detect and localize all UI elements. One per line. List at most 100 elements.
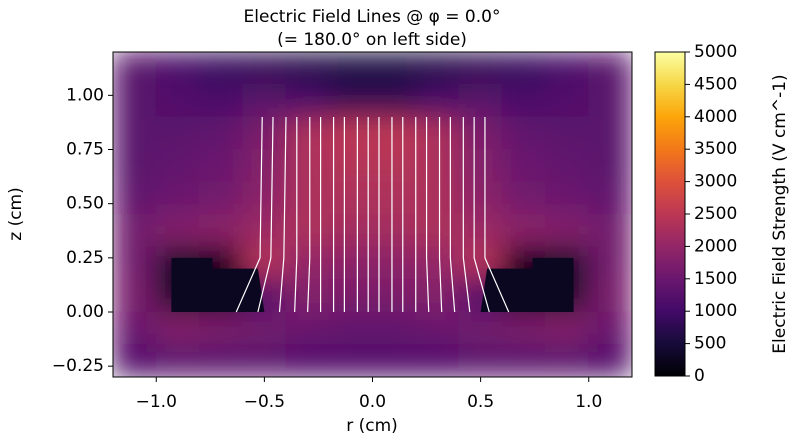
heat-cell: [501, 84, 546, 118]
x-tick-label: −1.0: [136, 392, 177, 412]
colorbar-tick-label: 3000: [694, 172, 737, 192]
x-axis-label: r (cm): [346, 416, 398, 436]
heat-cell: [242, 52, 287, 85]
field-line: [473, 117, 490, 313]
heat-cell: [328, 149, 373, 183]
heat-cell: [545, 181, 590, 215]
heat-cell: [285, 52, 330, 85]
electrode: [171, 257, 265, 312]
heat-cell: [113, 52, 157, 85]
y-tick-label: −0.25: [52, 356, 104, 376]
heat-cell: [588, 344, 632, 377]
heat-cell: [588, 279, 632, 313]
heat-cell: [199, 116, 244, 150]
heat-cell: [328, 279, 373, 313]
heat-cell: [328, 181, 373, 215]
heat-cell: [113, 84, 157, 118]
heat-cell: [458, 311, 503, 345]
heat-cell: [113, 214, 157, 248]
heat-cell: [113, 149, 157, 183]
heat-cell: [113, 344, 157, 377]
heat-cell: [328, 84, 373, 118]
heat-cell: [328, 52, 373, 85]
heat-cell: [501, 344, 546, 377]
heat-cell: [242, 311, 287, 345]
colorbar-tick-label: 2000: [694, 236, 737, 256]
field-line: [462, 117, 471, 313]
heat-cell: [113, 116, 157, 150]
heat-cell: [199, 344, 244, 377]
x-tick-label: −0.5: [244, 392, 285, 412]
heat-cell: [415, 344, 460, 377]
heat-cell: [328, 246, 373, 280]
colorbar-tick-label: 5000: [694, 42, 737, 62]
colorbar-tick-label: 1000: [694, 301, 737, 321]
heat-cell: [199, 311, 244, 345]
x-tick-label: 0.0: [359, 392, 386, 412]
heat-cells: [113, 52, 632, 377]
heat-cell: [501, 52, 546, 85]
heat-cell: [155, 311, 200, 345]
field-lines: [235, 116, 510, 313]
heat-cell: [588, 84, 632, 118]
heat-cell: [545, 311, 590, 345]
heat-cell: [501, 214, 546, 248]
heat-cell: [545, 116, 590, 150]
heat-cell: [458, 214, 503, 248]
heat-cell: [372, 311, 417, 345]
heat-cell: [415, 116, 460, 150]
colorbar-tick-label: 4500: [694, 74, 737, 94]
y-tick-label: 0.50: [66, 194, 104, 214]
heat-cell: [328, 116, 373, 150]
colorbar-tick-label: 4000: [694, 107, 737, 127]
heat-cell: [588, 214, 632, 248]
heat-cell: [545, 344, 590, 377]
electrodes: [171, 257, 574, 312]
heat-cell: [285, 149, 330, 183]
heat-cell: [113, 311, 157, 345]
y-tick-label: 1.00: [66, 85, 104, 105]
heat-cell: [113, 181, 157, 215]
field-line: [438, 117, 443, 313]
field-line: [449, 117, 456, 313]
chart-title: Electric Field Lines @ φ = 0.0°: [244, 7, 501, 27]
heat-cell: [155, 181, 200, 215]
heat-cell: [242, 181, 287, 215]
heat-cell: [588, 52, 632, 85]
field-line: [235, 116, 263, 313]
heat-cell: [113, 246, 157, 280]
x-tick-label: 0.5: [467, 392, 494, 412]
heat-cell: [242, 84, 287, 118]
heat-cell: [372, 52, 417, 85]
heatmap: [113, 52, 632, 377]
heat-cell: [501, 311, 546, 345]
heat-cell: [458, 344, 503, 377]
heat-cell: [285, 246, 330, 280]
heat-cell: [328, 344, 373, 377]
x-tick-label: 1.0: [575, 392, 602, 412]
heat-cell: [199, 84, 244, 118]
colorbar: [654, 51, 686, 377]
field-line: [425, 117, 430, 313]
heat-cell: [545, 52, 590, 85]
heat-cell: [155, 52, 200, 85]
heat-cell: [285, 84, 330, 118]
heat-cell: [415, 149, 460, 183]
heat-cell: [242, 116, 287, 150]
heat-cell: [285, 116, 330, 150]
heat-cell: [285, 181, 330, 215]
heat-cell: [199, 149, 244, 183]
colorbar-tick-label: 1500: [694, 269, 737, 289]
y-tick-label: 0.25: [66, 248, 104, 268]
colorbar-tick-label: 2500: [694, 204, 737, 224]
heat-cell: [242, 344, 287, 377]
heat-cell: [415, 84, 460, 118]
heat-cell: [415, 52, 460, 85]
chart-subtitle: (= 180.0° on left side): [277, 30, 467, 50]
heat-cell: [155, 214, 200, 248]
heat-cell: [588, 311, 632, 345]
heat-cell: [113, 279, 157, 313]
electrode: [480, 257, 574, 312]
field-line: [294, 117, 298, 313]
